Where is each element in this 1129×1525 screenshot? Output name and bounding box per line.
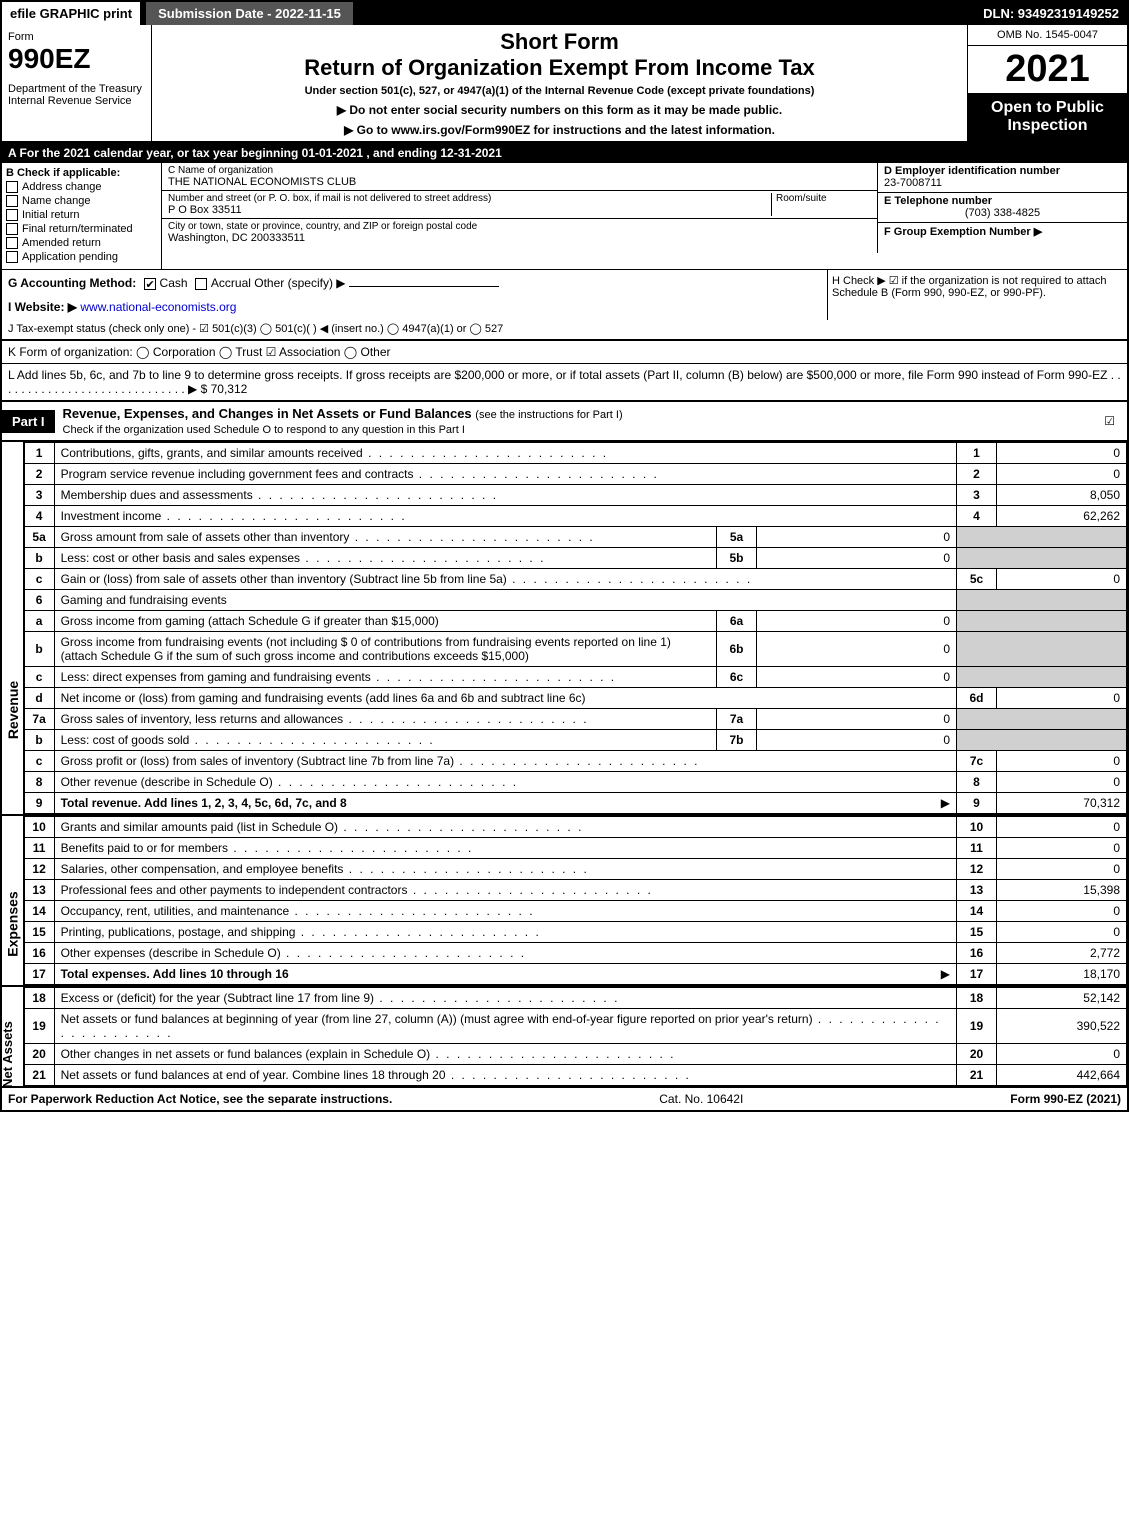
section-b-label: B Check if applicable: [6,167,157,179]
line-1: 1Contributions, gifts, grants, and simil… [24,443,1126,464]
section-g-h-i-j: H Check ▶ ☑ if the organization is not r… [2,270,1127,340]
other-specify-input[interactable] [349,286,499,287]
line-6d: dNet income or (loss) from gaming and fu… [24,688,1126,709]
line-5a: 5aGross amount from sale of assets other… [24,527,1126,548]
section-h: H Check ▶ ☑ if the organization is not r… [827,270,1127,320]
street-address: P O Box 33511 [168,204,771,216]
row-a-tax-year: A For the 2021 calendar year, or tax yea… [2,143,1127,163]
line-2: 2Program service revenue including gover… [24,464,1126,485]
part-1-title: Revenue, Expenses, and Changes in Net As… [55,402,1105,440]
expenses-side-label: Expenses [2,816,24,985]
line-6: 6Gaming and fundraising events [24,590,1126,611]
checkbox-address-change[interactable] [6,181,18,193]
section-b-to-f: B Check if applicable: Address change Na… [2,163,1127,270]
line-7c: cGross profit or (loss) from sales of in… [24,751,1126,772]
line-7b: bLess: cost of goods sold7b0 [24,730,1126,751]
efile-print-link[interactable]: efile GRAPHIC print [2,2,142,25]
line-6c: cLess: direct expenses from gaming and f… [24,667,1126,688]
page-footer: For Paperwork Reduction Act Notice, see … [2,1086,1127,1110]
form-version: Form 990-EZ (2021) [1010,1092,1121,1106]
line-11: 11Benefits paid to or for members110 [24,838,1126,859]
paperwork-notice: For Paperwork Reduction Act Notice, see … [8,1092,392,1106]
line-16: 16Other expenses (describe in Schedule O… [24,943,1126,964]
line-10: 10Grants and similar amounts paid (list … [24,817,1126,838]
checkbox-application-pending[interactable] [6,251,18,263]
org-name: THE NATIONAL ECONOMISTS CLUB [168,176,871,188]
form-header: Form 990EZ Department of the Treasury In… [2,25,1127,143]
street-cell: Number and street (or P. O. box, if mail… [162,191,877,219]
tax-year: 2021 [968,46,1127,93]
telephone-cell: E Telephone number (703) 338-4825 [878,193,1127,223]
line-7a: 7aGross sales of inventory, less returns… [24,709,1126,730]
line-3: 3Membership dues and assessments38,050 [24,485,1126,506]
catalog-number: Cat. No. 10642I [392,1092,1010,1106]
checkbox-name-change[interactable] [6,195,18,207]
omb-number: OMB No. 1545-0047 [968,25,1127,46]
checkbox-final-return[interactable] [6,223,18,235]
section-k: K Form of organization: ◯ Corporation ◯ … [2,340,1127,363]
group-exemption-cell: F Group Exemption Number ▶ [878,223,1127,253]
checkbox-cash[interactable] [144,278,156,290]
section-c-d-e-f: C Name of organization THE NATIONAL ECON… [162,163,1127,269]
header-left: Form 990EZ Department of the Treasury In… [2,25,152,141]
revenue-side-label: Revenue [2,442,24,814]
ssn-warning: ▶ Do not enter social security numbers o… [162,103,957,117]
open-public-inspection: Open to Public Inspection [968,93,1127,141]
section-l: L Add lines 5b, 6c, and 7b to line 9 to … [2,363,1127,400]
line-15: 15Printing, publications, postage, and s… [24,922,1126,943]
line-5b: bLess: cost or other basis and sales exp… [24,548,1126,569]
checkbox-initial-return[interactable] [6,209,18,221]
form-word: Form [8,31,145,43]
line-4: 4Investment income462,262 [24,506,1126,527]
form-number: 990EZ [8,43,145,75]
line-18: 18Excess or (deficit) for the year (Subt… [24,988,1126,1009]
dln-number: DLN: 93492319149252 [975,2,1127,25]
line-8: 8Other revenue (describe in Schedule O)8… [24,772,1126,793]
instructions-link[interactable]: ▶ Go to www.irs.gov/Form990EZ for instru… [162,123,957,137]
under-section-text: Under section 501(c), 527, or 4947(a)(1)… [162,85,957,97]
section-b-checkboxes: B Check if applicable: Address change Na… [2,163,162,269]
part-1-label: Part I [2,410,55,433]
department-label: Department of the Treasury Internal Reve… [8,83,145,107]
line-20: 20Other changes in net assets or fund ba… [24,1044,1126,1065]
part-1-checkbox[interactable]: ☑ [1104,414,1127,428]
line-12: 12Salaries, other compensation, and empl… [24,859,1126,880]
line-13: 13Professional fees and other payments t… [24,880,1126,901]
line-21: 21Net assets or fund balances at end of … [24,1065,1126,1086]
net-assets-side-label: Net Assets [2,987,24,1086]
line-9: 9Total revenue. Add lines 1, 2, 3, 4, 5c… [24,793,1126,814]
form-page: efile GRAPHIC print Submission Date - 20… [0,0,1129,1112]
revenue-table: 1Contributions, gifts, grants, and simil… [24,442,1127,814]
city-cell: City or town, state or province, country… [162,219,877,246]
main-title: Return of Organization Exempt From Incom… [162,55,957,81]
part-1-header: Part I Revenue, Expenses, and Changes in… [2,400,1127,442]
line-19: 19Net assets or fund balances at beginni… [24,1009,1126,1044]
line-6a: aGross income from gaming (attach Schedu… [24,611,1126,632]
website-link[interactable]: www.national-economists.org [80,300,236,314]
telephone-value: (703) 338-4825 [884,207,1121,219]
submission-date: Submission Date - 2022-11-15 [146,2,353,25]
line-17: 17Total expenses. Add lines 10 through 1… [24,964,1126,985]
room-suite-label: Room/suite [776,193,871,204]
line-14: 14Occupancy, rent, utilities, and mainte… [24,901,1126,922]
city-state-zip: Washington, DC 200333511 [168,232,871,244]
header-mid: Short Form Return of Organization Exempt… [152,25,967,141]
checkbox-accrual[interactable] [195,278,207,290]
org-name-cell: C Name of organization THE NATIONAL ECON… [162,163,877,191]
line-5c: cGain or (loss) from sale of assets othe… [24,569,1126,590]
section-j: J Tax-exempt status (check only one) - ☑… [2,318,1127,339]
short-form-title: Short Form [162,29,957,55]
expenses-table: 10Grants and similar amounts paid (list … [24,816,1127,985]
header-right: OMB No. 1545-0047 2021 Open to Public In… [967,25,1127,141]
ein-value: 23-7008711 [884,177,1121,189]
line-6b: bGross income from fundraising events (n… [24,632,1126,667]
checkbox-amended-return[interactable] [6,237,18,249]
ein-cell: D Employer identification number 23-7008… [878,163,1127,193]
top-bar: efile GRAPHIC print Submission Date - 20… [2,2,1127,25]
net-assets-table: 18Excess or (deficit) for the year (Subt… [24,987,1127,1086]
